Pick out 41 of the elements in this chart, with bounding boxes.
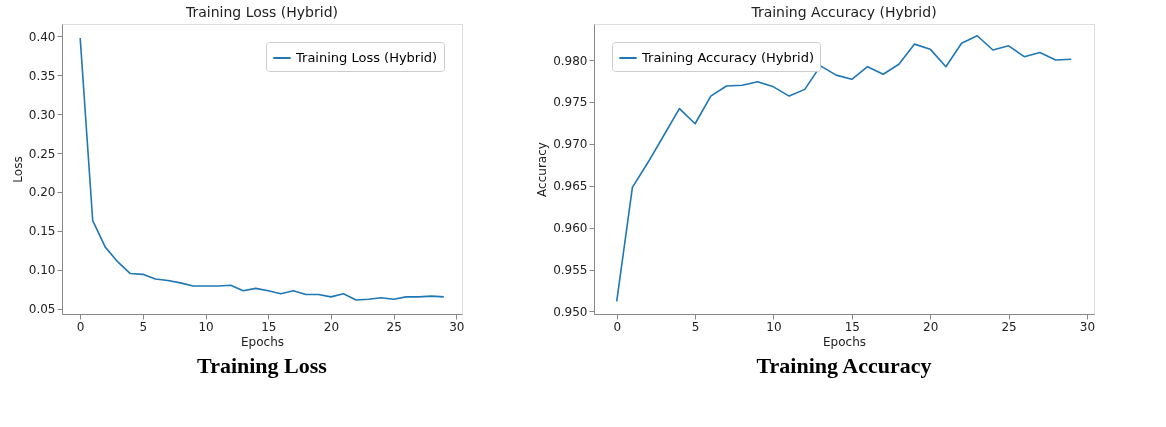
y-tick-label: 0.980 (553, 53, 588, 68)
text: Training Accuracy (756, 353, 932, 378)
x-tick-label: 15 (844, 319, 860, 334)
x-tick-label: 20 (923, 319, 939, 334)
y-tick-label: 0.950 (553, 304, 588, 319)
y-tick-label: 0.975 (553, 95, 588, 110)
x-tick-label: 20 (323, 319, 340, 334)
y-axis-title: Loss (10, 156, 25, 183)
legend-label: Training Loss (Hybrid) (295, 50, 438, 65)
x-tick-label: 15 (261, 319, 277, 334)
y-tick-label: 0.15 (28, 224, 56, 239)
chart-title: Training Accuracy (Hybrid) (750, 4, 937, 20)
y-tick-label: 0.960 (553, 221, 588, 236)
x-tick-label: 25 (1001, 319, 1017, 334)
line-series (615, 34, 1073, 303)
y-tick-label: 0.20 (28, 185, 56, 200)
y-tick-label: 0.955 (553, 263, 588, 278)
y-tick-label: 0.10 (28, 263, 56, 278)
y-tick-label: 0.40 (28, 29, 56, 44)
y-tick-label: 0.35 (28, 68, 56, 83)
line-series (79, 37, 445, 301)
y-tick-label: 0.970 (553, 137, 588, 152)
x-tick-label: 10 (198, 319, 214, 334)
chart-title: Training Loss (Hybrid) (184, 4, 339, 20)
y-tick-label: 0.25 (28, 146, 56, 161)
text: Training Loss (197, 353, 328, 378)
y-tick-label: 0.30 (28, 107, 56, 122)
legend-label: Training Accuracy (Hybrid) (641, 50, 814, 65)
x-tick-label: 5 (139, 319, 148, 334)
x-tick-label: 30 (1079, 319, 1096, 334)
y-tick-label: 0.05 (28, 302, 56, 317)
x-axis-title: Epochs (823, 334, 866, 349)
x-tick-label: 0 (613, 319, 622, 334)
x-tick-label: 0 (76, 319, 85, 334)
x-tick-label: 10 (766, 319, 782, 334)
x-tick-label: 5 (691, 319, 700, 334)
x-tick-label: 30 (449, 319, 465, 334)
x-axis-title: Epochs (241, 334, 284, 349)
y-tick-label: 0.965 (553, 179, 588, 194)
x-tick-label: 25 (386, 319, 402, 334)
y-axis-title: Accuracy (535, 142, 550, 197)
